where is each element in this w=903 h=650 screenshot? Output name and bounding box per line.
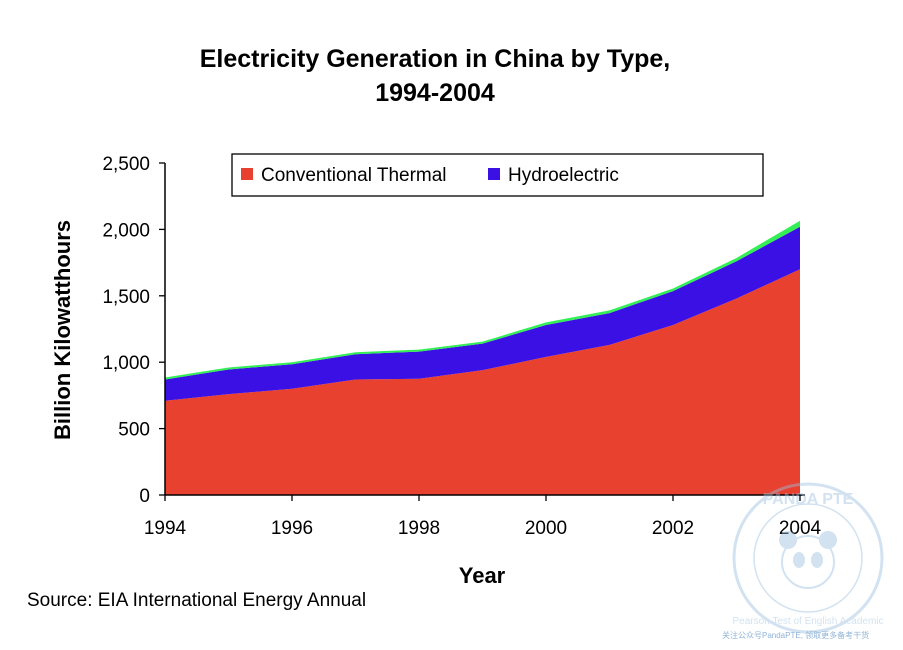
y-tick-label: 1,500 [102, 287, 150, 308]
area-layer [165, 220, 800, 495]
y-tick-label: 2,000 [102, 220, 150, 241]
chart-title-line2: 1994-2004 [375, 79, 495, 107]
legend-label-hydroelectric: Hydroelectric [508, 165, 619, 186]
y-tick-label: 0 [139, 486, 150, 507]
svg-text:Pearson Test of English Academ: Pearson Test of English Academic [732, 616, 883, 627]
svg-text:PANDA PTE: PANDA PTE [763, 491, 854, 508]
area-hydroelectric [165, 226, 800, 401]
area-conventional-thermal [165, 269, 800, 495]
y-tick-label: 2,500 [102, 154, 150, 175]
x-tick-label: 1998 [398, 518, 440, 539]
x-tick-label: 2004 [779, 518, 822, 539]
legend-swatch-hydroelectric [488, 168, 500, 180]
x-tick-label: 1994 [144, 518, 187, 539]
y-axis-title: Billion Kilowatthours [50, 220, 75, 440]
x-tick-label: 2000 [525, 518, 567, 539]
legend: Conventional Thermal Hydroelectric [231, 153, 764, 197]
watermark-caption: 关注公众号PandaPTE, 领取更多备考干货 [722, 631, 870, 640]
source-note: Source: EIA International Energy Annual [27, 590, 367, 611]
x-tick-label: 2002 [652, 518, 694, 539]
chart-title: Electricity Generation in China by Type,… [0, 42, 870, 110]
chart-title-line1: Electricity Generation in China by Type, [199, 45, 671, 73]
x-axis-title: Year [459, 563, 506, 588]
tick-layer: 0 500 1,000 1,500 2,000 2,500 1994 1996 1998 2000… [102, 154, 821, 539]
panda-pte-logo: PANDA PTE Pearson Test of English Academ… [732, 482, 884, 634]
legend-swatch-conventional-thermal [241, 168, 253, 180]
y-tick-label: 500 [118, 420, 150, 441]
legend-label-conventional-thermal: Conventional Thermal [261, 165, 447, 186]
x-tick-label: 1996 [271, 518, 313, 539]
y-tick-label: 1,000 [102, 353, 150, 374]
